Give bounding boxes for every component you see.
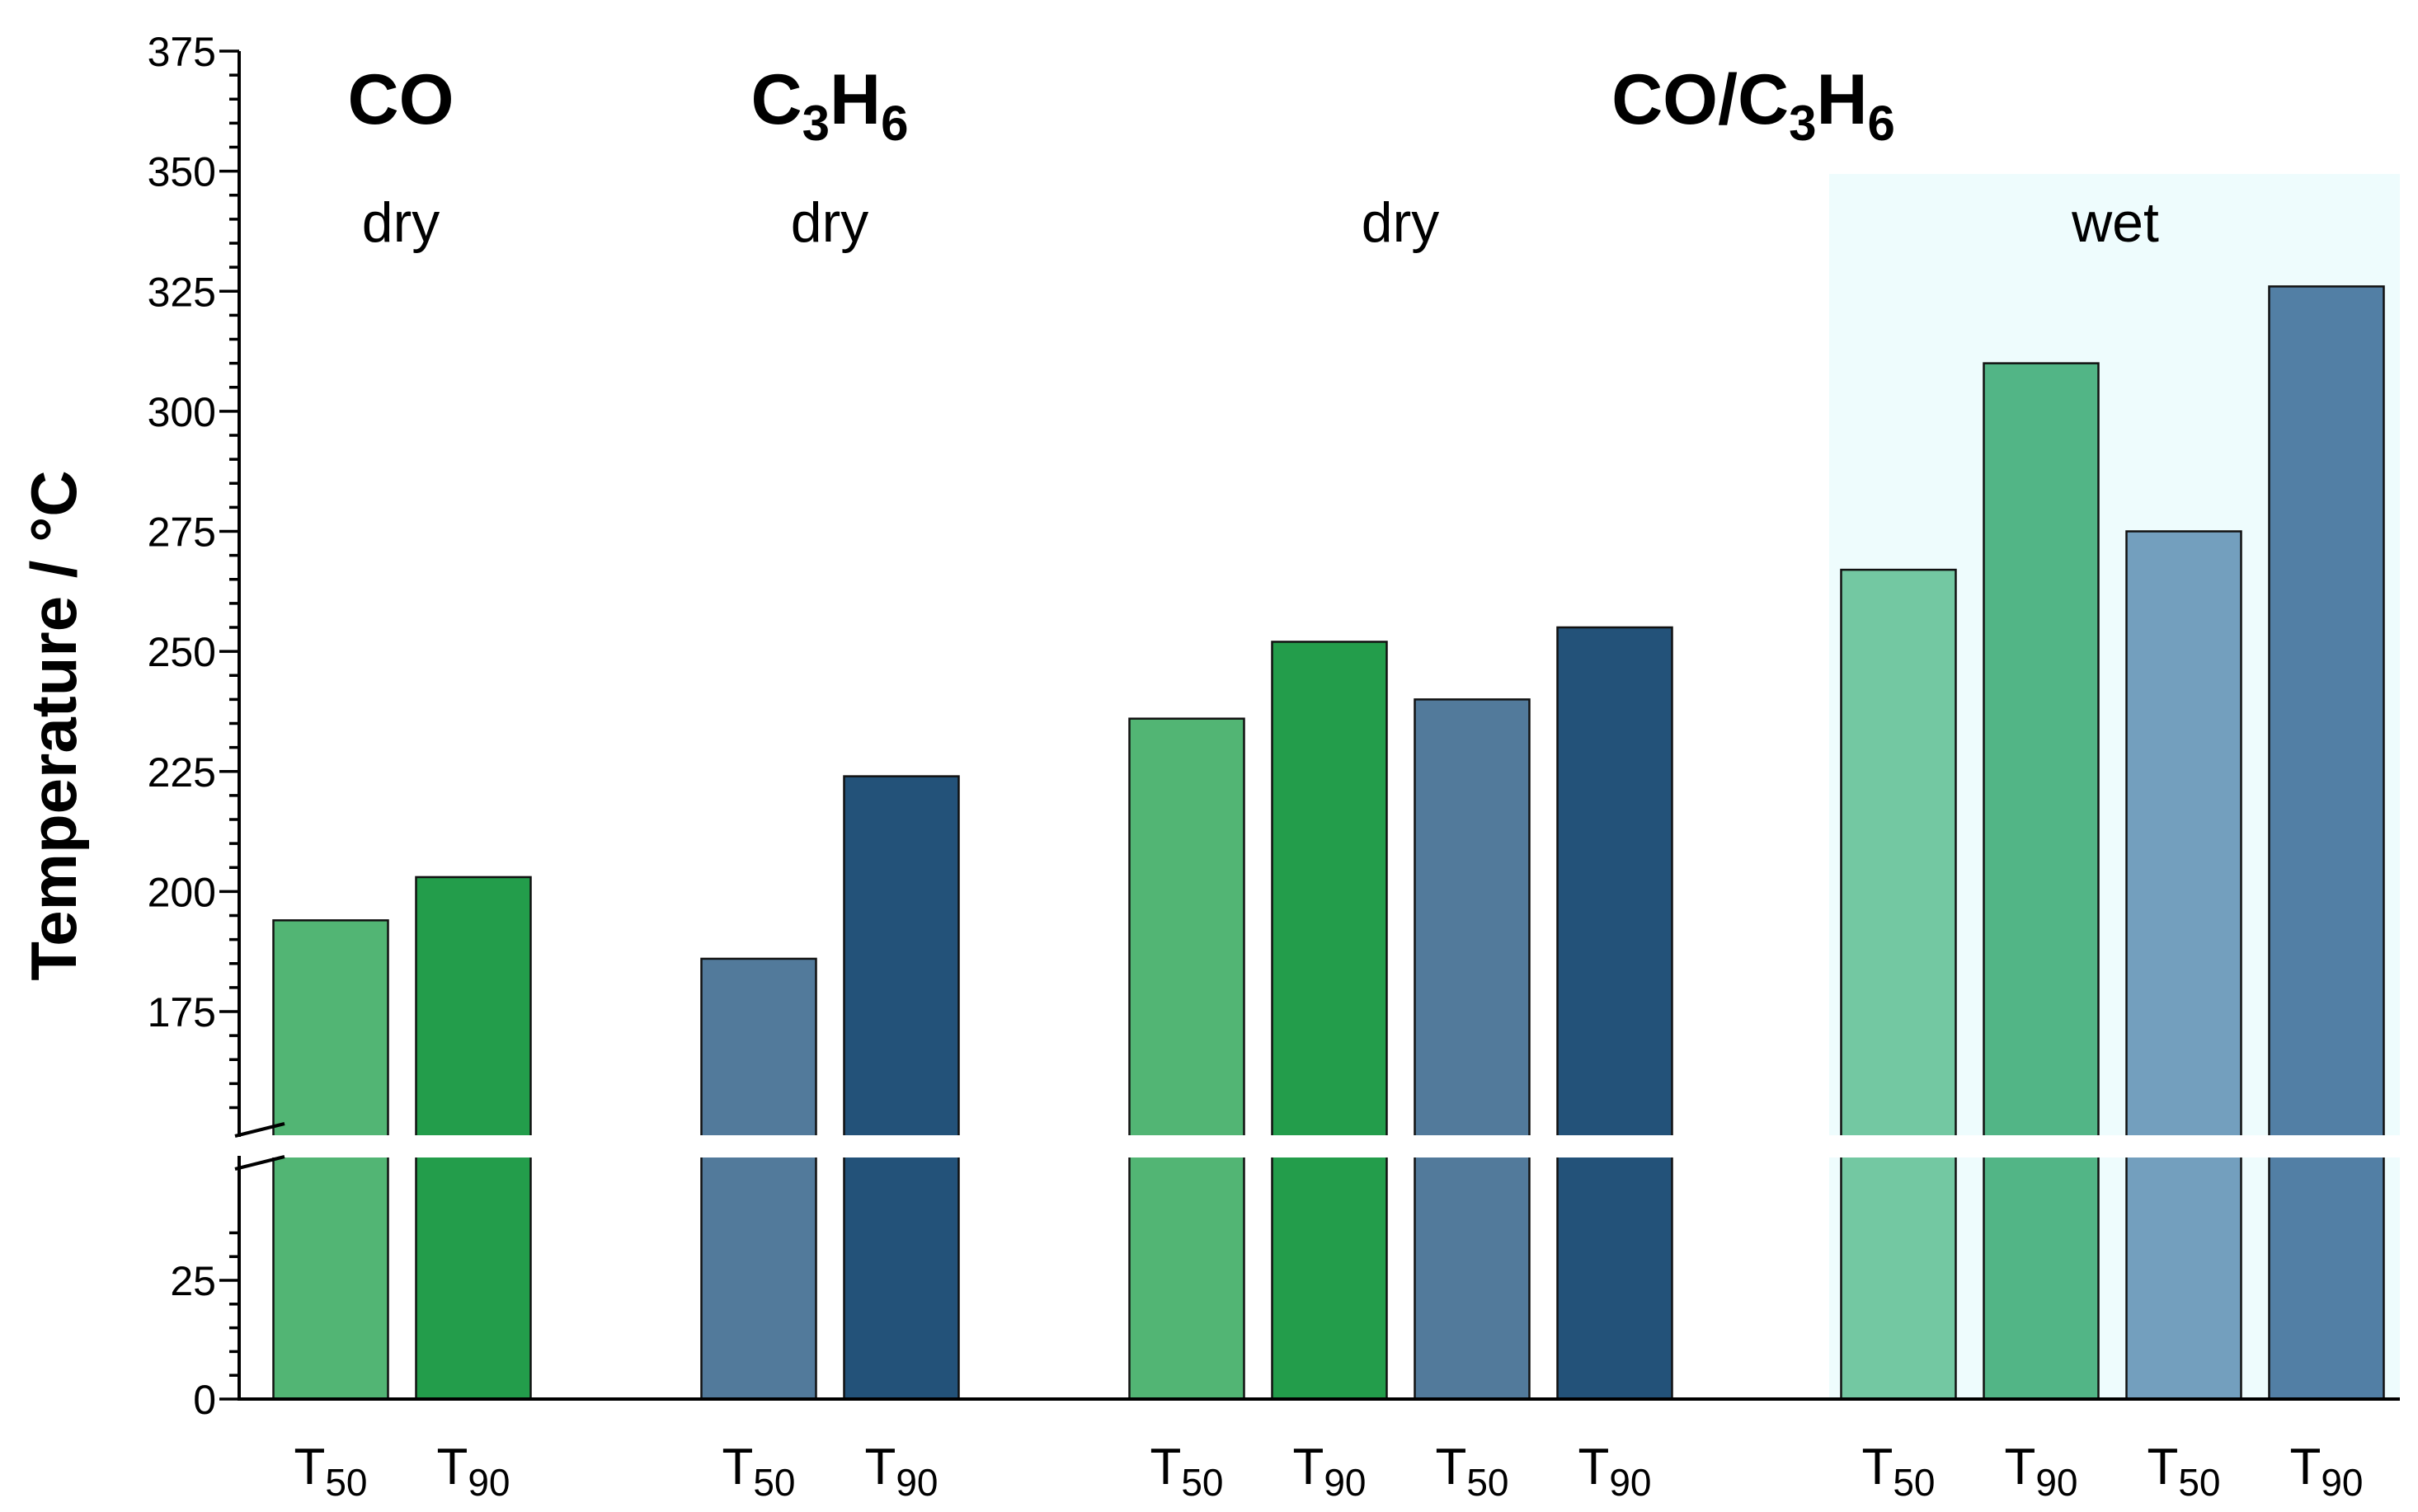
x-tick-label: T90 [1292,1439,1366,1504]
x-tick-label: T50 [1150,1439,1223,1504]
x-tick-label: T90 [2004,1439,2077,1504]
y-tick-label: 0 [193,1377,216,1423]
x-tick-label: T90 [436,1439,510,1504]
label-layer: T50 T90 T50 T90 T50 T90 T50 T90 T50 T90 T50 T90 175 2… [148,29,2364,1504]
x-tick-label: T90 [2289,1439,2363,1504]
bar-co-c3h6-wet-t50 [1840,568,1957,1401]
y-tick-label: 375 [148,29,216,75]
x-tick-label: T90 [1578,1439,1651,1504]
y-tick-label: 275 [148,509,216,556]
axis-break-gap [247,1135,2400,1157]
condition-label-wet: wet [2071,191,2159,254]
x-tick-label: T50 [1435,1439,1508,1504]
condition-label-dry: dry [791,191,868,254]
x-tick-label: T50 [2147,1439,2220,1504]
y-tick-label: 300 [148,389,216,435]
gas-group-title: CO/C3H6 [1611,60,1895,151]
y-axis-title: Temperature / °C [17,470,90,980]
axis-break-slash [234,1155,285,1171]
x-tick-label: T50 [1861,1439,1935,1504]
condition-label-dry: dry [1362,191,1439,254]
bar-co-dry-t50 [272,919,389,1401]
gas-group-title: CO [348,60,454,139]
bar-c3h6-dry-t90 [843,775,960,1401]
axis-break-layer [247,1135,2400,1157]
condition-label-dry: dry [362,191,440,254]
y-tick-label: 25 [170,1258,216,1304]
y-tick-label: 200 [148,869,216,915]
bar-co-c3h6-wet-t90 [1983,362,2100,1401]
gas-group-title: C3H6 [751,60,909,151]
bar-co-c3h6-wet-t90 [2268,285,2385,1401]
axis-break-slash [234,1122,285,1138]
bar-co-c3h6-dry-t90 [1271,641,1388,1401]
bar-co-c3h6-dry-t90 [1556,626,1673,1401]
y-tick-label: 350 [148,149,216,195]
bars-layer [272,285,2385,1401]
y-tick-label: 250 [148,629,216,675]
x-tick-label: T50 [722,1439,795,1504]
bar-co-c3h6-wet-t50 [2125,530,2242,1401]
y-tick-label: 175 [148,989,216,1035]
bar-co-c3h6-dry-t50 [1414,698,1531,1401]
x-tick-label: T50 [294,1439,367,1504]
y-tick-label: 225 [148,749,216,796]
axis-layer [219,49,2400,1401]
y-tick-label: 325 [148,269,216,315]
bar-co-c3h6-dry-t50 [1128,717,1245,1401]
x-tick-label: T90 [864,1439,938,1504]
bar-c3h6-dry-t50 [700,957,817,1401]
